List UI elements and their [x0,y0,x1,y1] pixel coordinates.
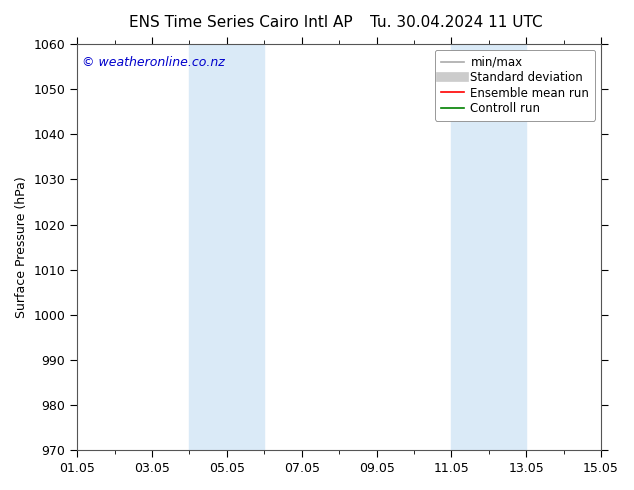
Legend: min/max, Standard deviation, Ensemble mean run, Controll run: min/max, Standard deviation, Ensemble me… [435,50,595,121]
Bar [190,44,264,450]
Text: ENS Time Series Cairo Intl AP: ENS Time Series Cairo Intl AP [129,15,353,30]
Y-axis label: Surface Pressure (hPa): Surface Pressure (hPa) [15,176,28,318]
Bar [451,44,526,450]
Text: © weatheronline.co.nz: © weatheronline.co.nz [82,56,225,69]
Text: Tu. 30.04.2024 11 UTC: Tu. 30.04.2024 11 UTC [370,15,543,30]
